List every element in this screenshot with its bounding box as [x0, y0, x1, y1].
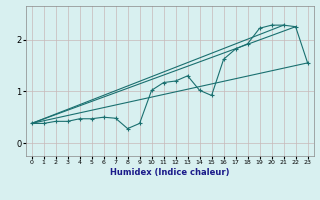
X-axis label: Humidex (Indice chaleur): Humidex (Indice chaleur) — [110, 168, 229, 177]
